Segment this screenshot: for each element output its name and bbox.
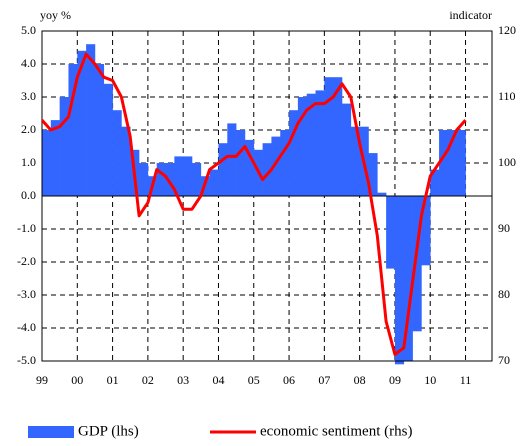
bar [412,196,422,332]
bar [50,120,60,196]
bar [236,130,246,196]
y2-tick-label: 120 [498,23,516,37]
bar [183,156,193,196]
y2-tick-label: 100 [498,155,516,169]
y-tick-label: 2.0 [21,122,36,136]
x-tick-label: 00 [71,373,83,387]
bar [280,130,290,196]
bar [192,163,202,196]
bar [174,156,184,196]
y-tick-label: 1.0 [21,155,36,169]
x-tick-label: 06 [283,373,295,387]
x-tick-label: 01 [107,373,119,387]
bar [315,90,325,196]
y2-tick-label: 80 [498,287,510,301]
x-tick-label: 05 [248,373,260,387]
bar [394,196,405,365]
bar [262,143,272,196]
y-tick-label: 0.0 [21,188,36,202]
bar [121,126,131,196]
bar [297,97,308,196]
x-tick-label: 02 [142,373,154,387]
bar [324,77,334,196]
bar [244,139,255,196]
x-tick-label: 10 [424,373,436,387]
bar [456,130,466,196]
y-tick-label: -1.0 [17,221,36,235]
x-tick-label: 04 [212,373,224,387]
bar [59,97,69,196]
x-tick-label: 99 [36,373,48,387]
bar [103,83,113,196]
x-tick-label: 03 [177,373,189,387]
bar [209,169,219,196]
bar [350,126,360,196]
y2-tick-label: 70 [498,353,510,367]
legend-label: economic sentiment (rhs) [260,423,412,439]
bar [68,64,78,196]
y-tick-label: -5.0 [17,353,36,367]
bar [447,130,458,196]
bar [271,136,281,196]
bar [333,77,343,196]
y2-tick-label: 110 [498,89,516,103]
bar [289,110,299,196]
y-tick-label: -3.0 [17,287,36,301]
bar [42,130,52,196]
x-tick-label: 07 [318,373,330,387]
bar [156,163,166,196]
sentiment-line [40,52,467,356]
bar [403,196,413,361]
bar [86,44,96,197]
bar [112,110,122,196]
x-tick-label: 11 [460,373,472,387]
bar [368,153,378,196]
legend-label: GDP (lhs) [78,423,139,439]
x-tick-label: 08 [354,373,366,387]
right-axis-label: indicator [449,8,492,22]
bar [342,103,352,196]
bar [218,143,228,196]
bar [386,196,396,269]
bar [421,196,431,266]
bar [377,192,387,196]
legend-swatch [28,426,74,438]
bar [94,64,105,196]
y-tick-label: 4.0 [21,56,36,70]
y-tick-label: -2.0 [17,254,36,268]
left-axis-label: yoy % [40,8,71,22]
y-tick-label: 5.0 [21,23,36,37]
bar [227,123,237,196]
y-tick-label: 3.0 [21,89,36,103]
bar [139,163,149,196]
x-tick-label: 09 [389,373,401,387]
bar [439,130,449,196]
bar [77,50,87,196]
bar [430,169,440,196]
y-tick-label: -4.0 [17,320,36,334]
bar [306,93,316,196]
bar [165,163,175,196]
y2-tick-label: 90 [498,221,510,235]
